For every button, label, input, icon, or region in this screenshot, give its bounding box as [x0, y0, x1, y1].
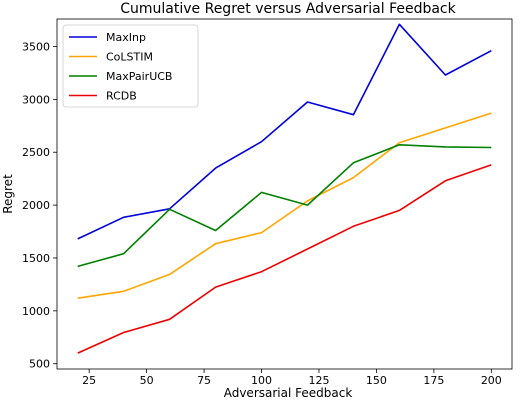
legend-label: MaxPairUCB — [106, 70, 172, 83]
x-tick-label: 25 — [82, 374, 96, 387]
legend: MaxInp CoLSTIM MaxPairUCB RCDB — [62, 24, 199, 108]
legend-box — [62, 24, 199, 108]
x-tick-label: 125 — [308, 374, 329, 387]
series-lines — [77, 23, 492, 354]
x-axis: 25 50 75 100 125 150 175 200 — [82, 369, 502, 387]
series-line-rcdb — [77, 164, 492, 354]
series-line-colstim — [77, 112, 492, 299]
x-tick-label: 50 — [140, 374, 154, 387]
legend-label: MaxInp — [106, 31, 146, 44]
legend-label: CoLSTIM — [106, 51, 153, 64]
series-line-maxpairucb — [77, 144, 492, 268]
y-tick-label: 2500 — [22, 146, 50, 159]
x-tick-label: 100 — [251, 374, 272, 387]
chart-title: Cumulative Regret versus Adversarial Fee… — [120, 1, 456, 17]
y-axis: 500 1000 1500 2000 2500 3000 3500 — [22, 40, 57, 371]
x-tick-label: 200 — [481, 374, 502, 387]
y-tick-label: 3000 — [22, 93, 50, 106]
plot-frame — [56, 18, 513, 370]
x-tick-label: 150 — [366, 374, 387, 387]
x-tick-label: 175 — [423, 374, 444, 387]
y-tick-label: 2000 — [22, 199, 50, 212]
series-line-maxinp — [77, 23, 492, 240]
y-tick-label: 1500 — [22, 252, 50, 265]
x-axis-title: Adversarial Feedback — [224, 386, 353, 400]
y-tick-label: 3500 — [22, 40, 50, 53]
legend-label: RCDB — [106, 90, 137, 103]
x-tick-label: 75 — [197, 374, 211, 387]
y-tick-label: 500 — [29, 358, 50, 371]
y-tick-label: 1000 — [22, 305, 50, 318]
y-axis-title: Regret — [1, 174, 15, 214]
